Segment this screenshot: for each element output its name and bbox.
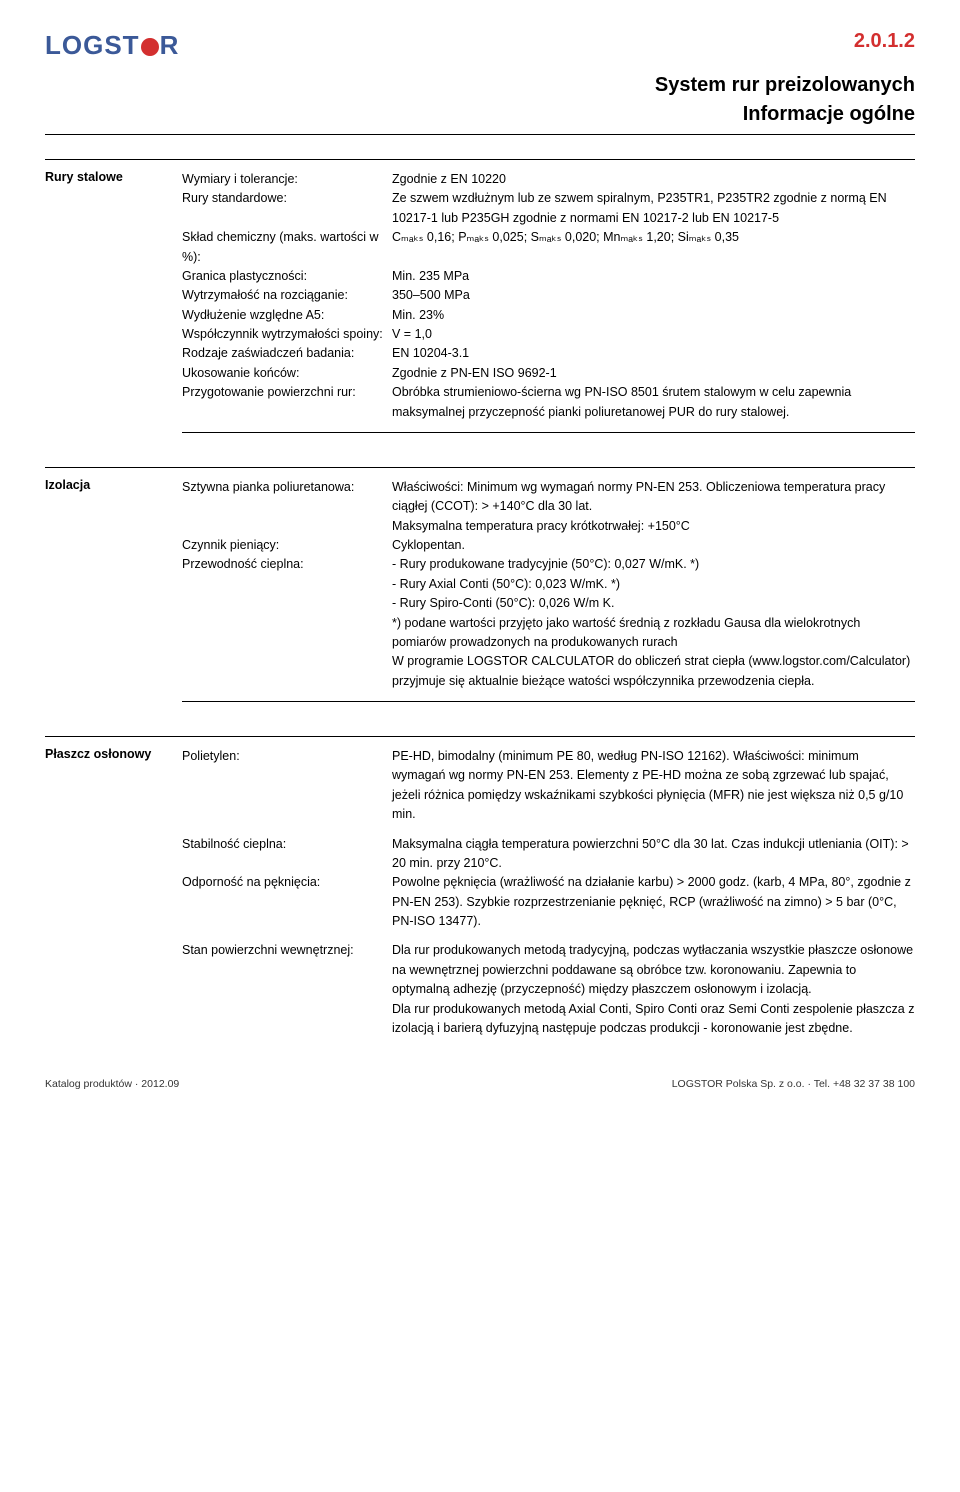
spec-row: Skład chemiczny (maks. wartości w %):Cₘₐ… [182,228,915,267]
spec-key: Przewodność cieplna: [182,555,392,691]
spec-val: EN 10204-3.1 [392,344,915,363]
section-label: Izolacja [45,478,170,712]
title-block: System rur preizolowanych Informacje ogó… [45,71,915,126]
footer-right: LOGSTOR Polska Sp. z o.o. · Tel. +48 32 … [672,1078,915,1090]
spec-row: Ukosowanie końców:Zgodnie z PN-EN ISO 96… [182,364,915,383]
spec-key: Przygotowanie powierzchni rur: [182,383,392,422]
doc-title: System rur preizolowanych [45,71,915,99]
spec-row: Odporność na pęknięcia:Powolne pęknięcia… [182,873,915,931]
logo-circle-icon [141,38,159,56]
section-body: Sztywna pianka poliuretanowa:Właściwości… [182,478,915,712]
spec-key: Granica plastyczności: [182,267,392,286]
spec-row: Polietylen:PE-HD, bimodalny (minimum PE … [182,747,915,825]
doc-subtitle: Informacje ogólne [45,103,915,126]
doc-number: 2.0.1.2 [854,30,915,53]
spec-key: Stan powierzchni wewnętrznej: [182,941,392,1038]
spec-val: Obróbka strumieniowo-ścierna wg PN-ISO 8… [392,383,915,422]
page-header: LOGST R 2.0.1.2 [45,30,915,61]
spec-row: Stabilność cieplna:Maksymalna ciągła tem… [182,835,915,874]
section-izolacja: Izolacja Sztywna pianka poliuretanowa:Wł… [45,467,915,712]
spec-key: Czynnik pieniący: [182,536,392,555]
spec-key: Skład chemiczny (maks. wartości w %): [182,228,392,267]
spec-key: Rodzaje zaświadczeń badania: [182,344,392,363]
divider [182,701,915,702]
spec-val: V = 1,0 [392,325,915,344]
spec-row: Sztywna pianka poliuretanowa:Właściwości… [182,478,915,536]
section-body: Wymiary i tolerancje:Zgodnie z EN 10220 … [182,170,915,443]
spec-val: 350–500 MPa [392,286,915,305]
spec-row: Przewodność cieplna:- Rury produkowane t… [182,555,915,691]
spec-val: Maksymalna ciągła temperatura powierzchn… [392,835,915,874]
spec-val: Dla rur produkowanych metodą tradycyjną,… [392,941,915,1038]
spec-val: Cyklopentan. [392,536,915,555]
spec-val: PE-HD, bimodalny (minimum PE 80, według … [392,747,915,825]
spec-row: Współczynnik wytrzymałości spoiny:V = 1,… [182,325,915,344]
section-label: Płaszcz osłonowy [45,747,170,1038]
spec-val: Cₘₐₖₛ 0,16; Pₘₐₖₛ 0,025; Sₘₐₖₛ 0,020; Mn… [392,228,915,267]
divider [182,432,915,433]
logo: LOGST R [45,30,179,61]
spec-key: Wytrzymałość na rozciąganie: [182,286,392,305]
section-label: Rury stalowe [45,170,170,443]
footer-left: Katalog produktów · 2012.09 [45,1078,179,1090]
spec-key: Wydłużenie względne A5: [182,306,392,325]
page-footer: Katalog produktów · 2012.09 LOGSTOR Pols… [45,1078,915,1090]
spec-row: Wymiary i tolerancje:Zgodnie z EN 10220 [182,170,915,189]
spec-val: Ze szwem wzdłużnym lub ze szwem spiralny… [392,189,915,228]
spec-val: Min. 23% [392,306,915,325]
spec-key: Sztywna pianka poliuretanowa: [182,478,392,536]
logo-pre: LOGST [45,30,140,61]
spec-row: Granica plastyczności:Min. 235 MPa [182,267,915,286]
logo-text: LOGST R [45,30,179,61]
section-rury-stalowe: Rury stalowe Wymiary i tolerancje:Zgodni… [45,159,915,443]
spec-row: Wytrzymałość na rozciąganie:350–500 MPa [182,286,915,305]
section-body: Polietylen:PE-HD, bimodalny (minimum PE … [182,747,915,1038]
divider [45,134,915,135]
spec-val: Powolne pęknięcia (wrażliwość na działan… [392,873,915,931]
spec-row: Przygotowanie powierzchni rur:Obróbka st… [182,383,915,422]
spec-val: - Rury produkowane tradycyjnie (50°C): 0… [392,555,915,691]
spec-row: Czynnik pieniący:Cyklopentan. [182,536,915,555]
spec-key: Polietylen: [182,747,392,825]
spec-row: Rodzaje zaświadczeń badania:EN 10204-3.1 [182,344,915,363]
spec-key: Współczynnik wytrzymałości spoiny: [182,325,392,344]
spec-key: Rury standardowe: [182,189,392,228]
spec-key: Stabilność cieplna: [182,835,392,874]
spec-key: Odporność na pęknięcia: [182,873,392,931]
logo-post: R [160,30,180,61]
spec-val: Zgodnie z PN-EN ISO 9692-1 [392,364,915,383]
spec-val: Właściwości: Minimum wg wymagań normy PN… [392,478,915,536]
spec-row: Wydłużenie względne A5:Min. 23% [182,306,915,325]
spec-val: Zgodnie z EN 10220 [392,170,915,189]
spec-row: Stan powierzchni wewnętrznej:Dla rur pro… [182,941,915,1038]
spec-key: Ukosowanie końców: [182,364,392,383]
spec-row: Rury standardowe:Ze szwem wzdłużnym lub … [182,189,915,228]
spec-val: Min. 235 MPa [392,267,915,286]
section-plaszcz-oslonowy: Płaszcz osłonowy Polietylen:PE-HD, bimod… [45,736,915,1038]
spec-key: Wymiary i tolerancje: [182,170,392,189]
